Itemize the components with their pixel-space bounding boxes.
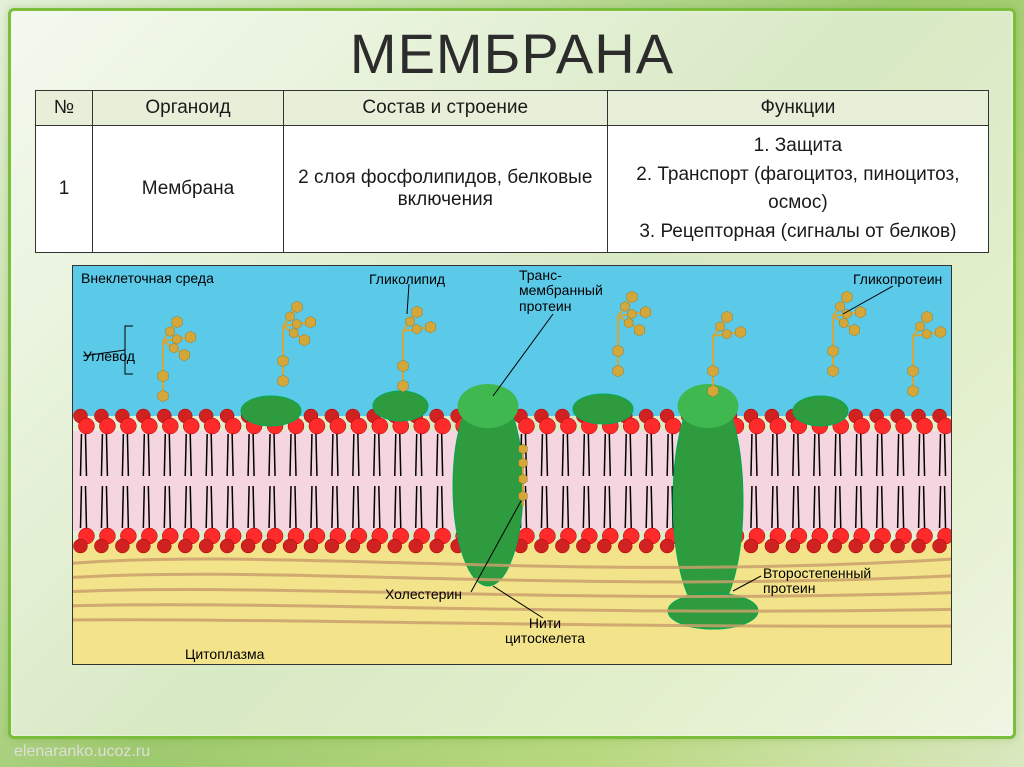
header-org: Органоид (93, 91, 284, 126)
label-cholesterol: Холестерин (385, 586, 462, 602)
label-filaments: Нити цитоскелета (505, 616, 585, 647)
fun-line: 3. Рецепторная (сигналы от белков) (618, 218, 978, 247)
header-str: Состав и строение (283, 91, 607, 126)
fun-line: 1. Защита (618, 132, 978, 161)
cell-org: Мембрана (93, 126, 284, 253)
cell-str: 2 слоя фосфолипидов, белковые включения (283, 126, 607, 253)
label-cytoplasm: Цитоплазма (185, 646, 264, 662)
label-glycoprotein: Гликопротеин (853, 271, 942, 287)
header-fun: Функции (607, 91, 988, 126)
fun-line: 2. Транспорт (фагоцитоз, пиноцитоз, осмо… (618, 161, 978, 218)
label-extracellular: Внеклеточная среда (81, 270, 214, 286)
membrane-diagram: Внеклеточная среда Углевод Гликолипид Тр… (72, 265, 952, 665)
watermark-text: elenaranko.ucoz.ru (14, 743, 150, 761)
diagram-svg (73, 266, 952, 665)
label-carbohydrate: Углевод (83, 348, 135, 364)
label-secondary: Второстепенный протеин (763, 566, 871, 597)
label-glycolipid: Гликолипид (369, 271, 445, 287)
cell-fun: 1. Защита 2. Транспорт (фагоцитоз, пиноц… (607, 126, 988, 253)
slide-frame: МЕМБРАНА № Органоид Состав и строение Фу… (8, 8, 1016, 739)
label-transmembrane: Транс- мембранный протеин (519, 268, 603, 314)
cell-num: 1 (36, 126, 93, 253)
header-num: № (36, 91, 93, 126)
slide-title: МЕМБРАНА (35, 21, 989, 86)
table-row: 1 Мембрана 2 слоя фосфолипидов, белковые… (36, 126, 989, 253)
table-header-row: № Органоид Состав и строение Функции (36, 91, 989, 126)
membrane-table: № Органоид Состав и строение Функции 1 М… (35, 90, 989, 253)
